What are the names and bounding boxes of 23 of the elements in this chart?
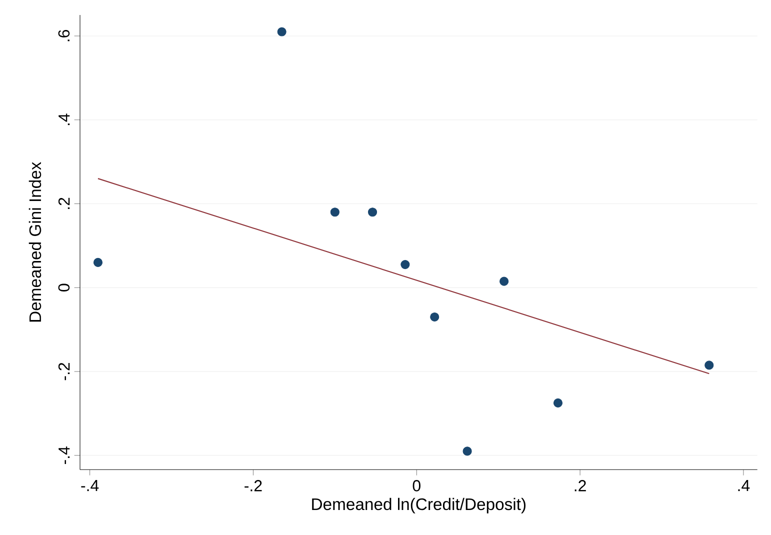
x-tick-label: 0 xyxy=(412,480,420,492)
x-axis-title: Demeaned ln(Credit/Deposit) xyxy=(312,498,526,514)
x-tick-label: -.4 xyxy=(81,480,99,492)
point xyxy=(330,208,340,217)
x-tick-label: .2 xyxy=(574,480,586,492)
y-tick-label: .2 xyxy=(58,198,70,209)
y-tick-label: .4 xyxy=(58,114,70,126)
point xyxy=(93,258,103,267)
point xyxy=(368,208,378,217)
point xyxy=(277,27,286,36)
point xyxy=(430,312,440,322)
point xyxy=(553,398,563,408)
x-tick-label: .4 xyxy=(738,480,750,492)
point xyxy=(500,276,509,286)
x-tick-label: -.2 xyxy=(244,480,262,492)
point xyxy=(704,360,714,370)
y-tick-label: 0 xyxy=(58,284,70,292)
y-tick-label: -.4 xyxy=(58,446,70,464)
point xyxy=(462,446,472,456)
y-tick-label: .6 xyxy=(58,30,70,42)
point xyxy=(400,260,410,270)
y-tick-label: -.2 xyxy=(58,362,70,380)
y-axis-title: Demeaned Gini Index xyxy=(28,162,42,322)
